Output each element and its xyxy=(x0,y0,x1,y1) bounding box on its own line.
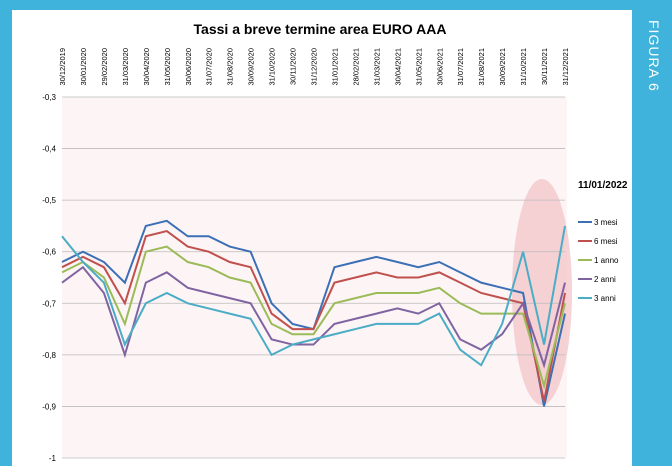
x-tick-label: 31/05/2020 xyxy=(163,48,172,86)
x-tick-label: 30/04/2020 xyxy=(142,48,151,86)
x-tick-label: 30/06/2021 xyxy=(435,48,444,86)
legend-label: 2 anni xyxy=(594,275,616,284)
x-tick-label: 31/03/2020 xyxy=(121,48,130,86)
x-tick-label: 31/08/2021 xyxy=(477,48,486,86)
x-tick-label: 31/01/2021 xyxy=(330,48,339,86)
x-tick-label: 31/07/2020 xyxy=(205,48,214,86)
x-tick-label: 30/06/2020 xyxy=(184,48,193,86)
x-tick-label: 30/09/2021 xyxy=(498,48,507,86)
y-tick-label: -0,9 xyxy=(42,402,56,411)
x-tick-label: 29/02/2020 xyxy=(100,48,109,86)
line-series xyxy=(61,230,566,402)
figure-label: FIGURA 6 xyxy=(646,20,662,92)
line-series xyxy=(61,245,566,390)
y-tick-label: -1 xyxy=(49,454,57,463)
legend-label: 1 anno xyxy=(594,256,619,265)
x-tick-label: 31/07/2021 xyxy=(456,48,465,86)
y-tick-label: -0,7 xyxy=(42,299,56,308)
line-series xyxy=(61,265,566,369)
y-tick-label: -0,5 xyxy=(42,196,56,205)
legend-label: 6 mesi xyxy=(594,237,618,246)
x-tick-label: 30/01/2020 xyxy=(79,48,88,86)
chart: Tassi a breve termine area EURO AAA 11/0… xyxy=(12,10,632,466)
x-tick-label: 28/02/2021 xyxy=(351,48,360,86)
x-tick-label: 31/12/2021 xyxy=(561,48,570,86)
x-tick-label: 31/05/2021 xyxy=(414,48,423,86)
x-tick-label: 30/11/2020 xyxy=(289,48,298,85)
x-tick-label: 30/12/2019 xyxy=(58,48,67,86)
y-tick-label: -0,6 xyxy=(42,248,56,257)
y-tick-label: -0,8 xyxy=(42,351,56,360)
x-tick-label: 31/08/2020 xyxy=(226,48,235,86)
chart-title: Tassi a breve termine area EURO AAA xyxy=(194,21,447,37)
legend-label: 3 mesi xyxy=(594,218,618,227)
x-tick-label: 31/10/2020 xyxy=(268,48,277,86)
x-tick-label: 31/12/2020 xyxy=(310,48,319,86)
x-tick-label: 30/04/2021 xyxy=(393,48,402,86)
legend-label: 3 anni xyxy=(594,294,616,303)
sidebar: FIGURA 6 xyxy=(640,0,672,466)
line-series xyxy=(61,225,566,367)
x-tick-label: 30/11/2021 xyxy=(540,48,549,85)
plot-area xyxy=(62,97,567,458)
y-tick-label: -0,4 xyxy=(42,145,56,154)
annotation: 11/01/2022 xyxy=(578,180,628,191)
x-tick-label: 31/03/2021 xyxy=(372,48,381,86)
y-tick-label: -0,3 xyxy=(42,93,56,102)
x-tick-label: 31/10/2021 xyxy=(519,48,528,86)
x-tick-label: 30/09/2020 xyxy=(247,48,256,86)
